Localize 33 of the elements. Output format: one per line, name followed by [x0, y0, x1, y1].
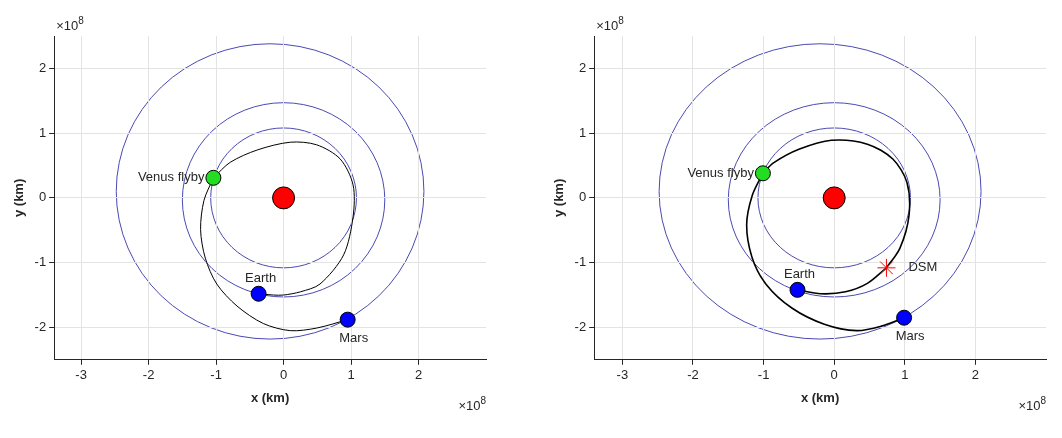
- x-tick-label: 0: [830, 367, 838, 383]
- x-tick-label: 2: [414, 367, 423, 383]
- annotation: Mars: [895, 327, 926, 343]
- y-axis-title: y (km): [551, 178, 567, 218]
- y-tick-label: -2: [574, 319, 587, 334]
- annotation: Venus flyby: [687, 164, 755, 180]
- x-tick-label: -2: [687, 367, 699, 383]
- x-tick-label: 2: [971, 367, 980, 383]
- annotation: Earth: [783, 265, 816, 281]
- y-tick-label: 0: [578, 189, 587, 205]
- y-tick-label: -1: [574, 254, 587, 270]
- annotation: Mars: [339, 329, 369, 345]
- x-tick-label: -1: [757, 367, 770, 383]
- y-axis-title: y (km): [11, 178, 27, 218]
- x-tick-label: -3: [616, 367, 629, 383]
- y-tick-label: 2: [578, 59, 587, 75]
- x-tick-label: 0: [279, 367, 288, 383]
- x-axis-title: x (km): [250, 389, 290, 405]
- annotation: Earth: [245, 269, 277, 285]
- x-tick-label: -3: [75, 367, 87, 383]
- y-tick-label: -1: [34, 254, 47, 270]
- x-tick-label: 1: [347, 367, 355, 383]
- y-tick-label: 1: [38, 124, 47, 140]
- y-tick-label: 0: [38, 189, 47, 205]
- x-tick-label: 1: [901, 367, 909, 383]
- x-tick-label: -2: [142, 367, 155, 383]
- y-tick-label: 1: [578, 124, 587, 140]
- annotation: Venus flyby: [137, 169, 205, 185]
- y-tick-label: 2: [38, 59, 47, 75]
- y-tick-label: -2: [34, 319, 47, 334]
- x-axis-title: x (km): [800, 389, 840, 405]
- annotation: DSM: [908, 259, 938, 275]
- x-tick-label: -1: [210, 367, 222, 383]
